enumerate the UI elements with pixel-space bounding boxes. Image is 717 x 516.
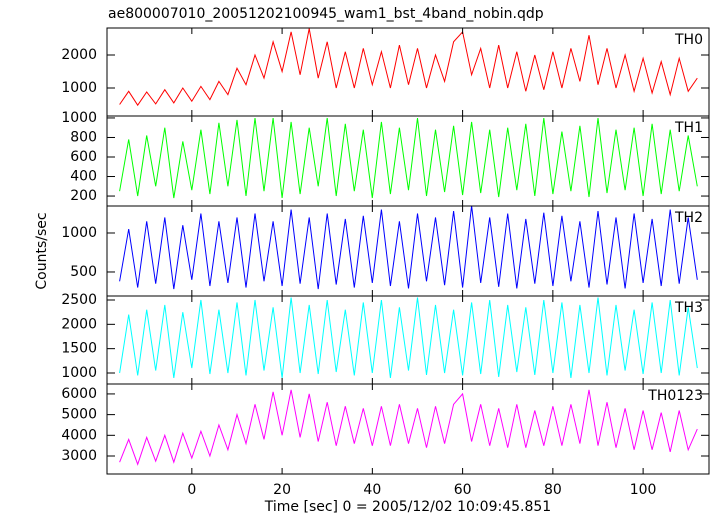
panel-label: TH3 [674,300,703,316]
x-axis-label: Time [sec] 0 = 2005/12/02 10:09:45.851 [264,499,551,515]
chart-title: ae800007010_20051202100945_wam1_bst_4ban… [108,6,544,22]
y-tick-label: 800 [70,129,97,145]
light-curve [119,28,698,107]
y-tick-label: 1000 [61,365,97,381]
y-tick-label: 2000 [61,316,97,332]
y-tick-label: 5000 [61,407,97,423]
panel-frame [106,115,710,207]
y-tick-label: 4000 [61,427,97,443]
y-tick-label: 1000 [61,225,97,241]
panel-frame [106,383,710,475]
x-tick-label: 40 [363,482,381,498]
x-tick-label: 20 [273,482,291,498]
light-curve [119,297,698,378]
panel-frame [106,295,710,385]
y-tick-label: 600 [70,149,97,165]
y-tick-label: 2500 [61,292,97,308]
light-curve [119,117,698,199]
x-tick-label: 60 [454,482,472,498]
panel-label: TH0123 [647,388,703,404]
y-tick-label: 1000 [61,80,97,96]
panel-label: TH2 [674,210,703,226]
y-tick-label: 3000 [61,448,97,464]
y-tick-label: 400 [70,169,97,185]
panel-frame [106,27,710,117]
y-tick-label: 1500 [61,341,97,357]
y-tick-label: 6000 [61,386,97,402]
x-tick-label: 0 [187,482,196,498]
x-tick-label: 100 [630,482,657,498]
y-tick-label: 1000 [61,110,97,126]
x-tick-label: 80 [544,482,562,498]
y-tick-label: 200 [70,188,97,204]
y-tick-label: 500 [70,264,97,280]
panel-label: TH1 [674,120,703,136]
y-axis-label: Counts/sec [34,212,50,289]
light-curve [119,205,698,290]
light-curve [119,389,698,466]
panel-label: TH0 [674,32,703,48]
y-tick-label: 2000 [61,47,97,63]
